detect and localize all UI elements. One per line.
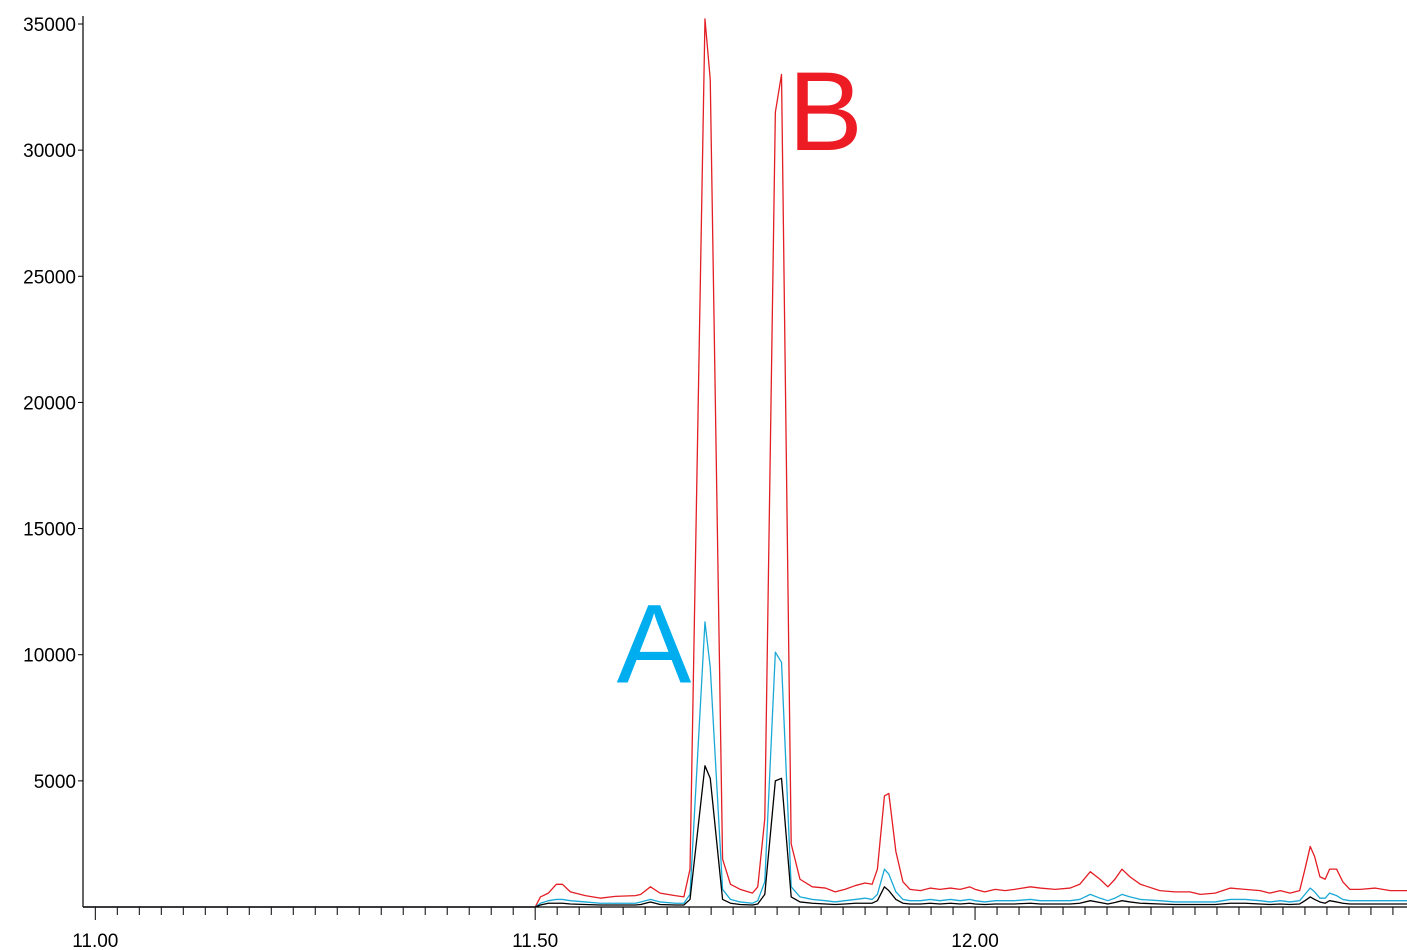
axes <box>82 16 1407 908</box>
annotation: A <box>617 581 692 706</box>
x-tick-label: 11.50 <box>512 931 558 950</box>
series-line <box>83 621 1407 908</box>
series-line <box>83 18 1407 908</box>
y-tick-label: 5000 <box>34 772 76 793</box>
annotation: B <box>788 49 863 174</box>
y-tick-label: 25000 <box>23 267 76 288</box>
series-line <box>83 765 1407 908</box>
x-tick-label: 11.00 <box>72 931 118 950</box>
y-tick-label: 35000 <box>23 15 76 36</box>
x-tick-label: 12.00 <box>951 931 999 950</box>
y-tick-label: 15000 <box>23 520 76 541</box>
y-tick-label: 10000 <box>23 646 76 667</box>
y-tick-label: 20000 <box>23 393 76 414</box>
y-tick-label: 30000 <box>23 141 76 162</box>
